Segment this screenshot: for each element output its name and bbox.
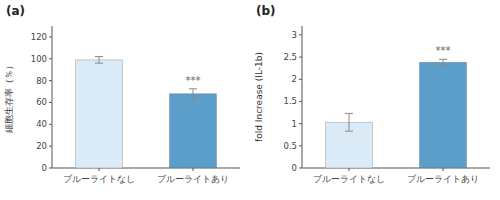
y-axis-line (302, 26, 303, 168)
chart-root: (a)細胞生存率（％）020406080100120ブルーライトなしブルーライト… (0, 0, 500, 200)
error-bar (345, 113, 353, 131)
x-tick-label: ブルーライトあり (407, 174, 479, 184)
y-tick-label: 60 (36, 97, 47, 107)
x-tick (443, 168, 444, 171)
y-tick-label: 2.5 (283, 52, 297, 62)
y-tick-label: 80 (36, 76, 47, 86)
error-bar (95, 57, 103, 64)
x-tick-label: ブルーライトあり (157, 174, 229, 184)
bar (76, 60, 123, 168)
y-tick-label: 3 (292, 30, 297, 40)
y-axis-label: 細胞生存率（％） (4, 61, 14, 134)
y-tick-label: 20 (36, 141, 47, 151)
y-tick-label: 1 (292, 119, 297, 129)
panel: (a) 細胞生存率（％） 0 20 40 60 80 100 120 ブルーライトなし ブルーライト… (4, 4, 240, 184)
panel-title: (b) (256, 4, 276, 18)
bar (420, 62, 467, 168)
y-tick-label: 0.5 (283, 141, 297, 151)
error-bar (189, 89, 197, 99)
x-tick (99, 168, 100, 171)
y-tick-label: 2 (292, 74, 297, 84)
y-tick-label: 0 (292, 163, 297, 173)
x-tick (193, 168, 194, 171)
chart-svg: (a)細胞生存率（％）020406080100120ブルーライトなしブルーライト… (0, 0, 500, 200)
error-bar (439, 59, 447, 65)
y-tick-label: 120 (31, 32, 47, 42)
panel-title: (a) (6, 4, 25, 18)
significance-label: *** (186, 75, 201, 86)
y-tick-label: 0 (42, 163, 47, 173)
y-tick-label: 40 (36, 119, 47, 129)
panel: (b) fold Increase (IL-1b) 0 0.5 1 1.5 2 2.5 3 ブルー… (254, 4, 490, 184)
y-tick-label: 100 (31, 54, 47, 64)
x-tick (349, 168, 350, 171)
y-axis-line (52, 26, 53, 168)
y-tick-label: 1.5 (283, 96, 297, 106)
marks (326, 59, 467, 168)
significance-label: *** (436, 45, 451, 56)
x-tick-label: ブルーライトなし (63, 174, 135, 184)
x-tick-label: ブルーライトなし (313, 174, 385, 184)
bar (170, 94, 217, 168)
y-axis-label: fold Increase (IL-1b) (254, 52, 264, 142)
marks (76, 57, 217, 168)
